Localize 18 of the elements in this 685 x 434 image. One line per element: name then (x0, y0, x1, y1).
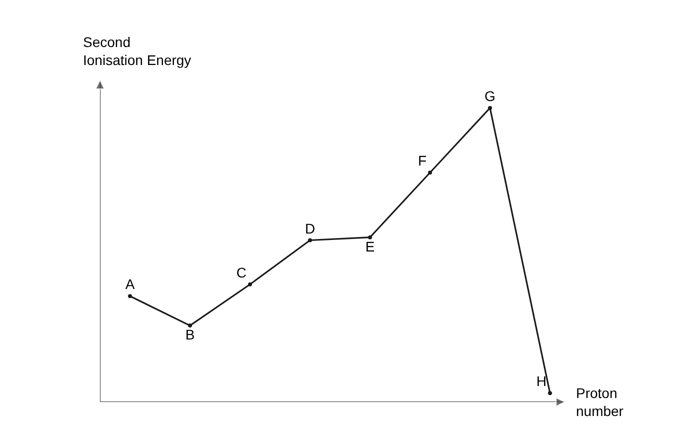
x-tick-label: G (484, 88, 496, 104)
point (248, 282, 252, 286)
point (308, 238, 312, 242)
y-axis-title: Second Ionisation Energy (83, 34, 192, 68)
x-tick-label: C (236, 264, 246, 280)
point (188, 324, 192, 328)
x-tick-label: E (365, 238, 375, 254)
x-tick-label: B (185, 326, 195, 343)
point (488, 106, 492, 110)
x-axis-title: Proton number (576, 385, 624, 420)
point (368, 235, 372, 240)
x-tick-label: F (418, 152, 426, 169)
x-tick-label: A (125, 276, 136, 292)
point (548, 391, 552, 396)
x-tick-label: H (536, 373, 546, 390)
point (128, 294, 132, 298)
point (428, 170, 432, 175)
x-tick-label: D (304, 220, 316, 236)
